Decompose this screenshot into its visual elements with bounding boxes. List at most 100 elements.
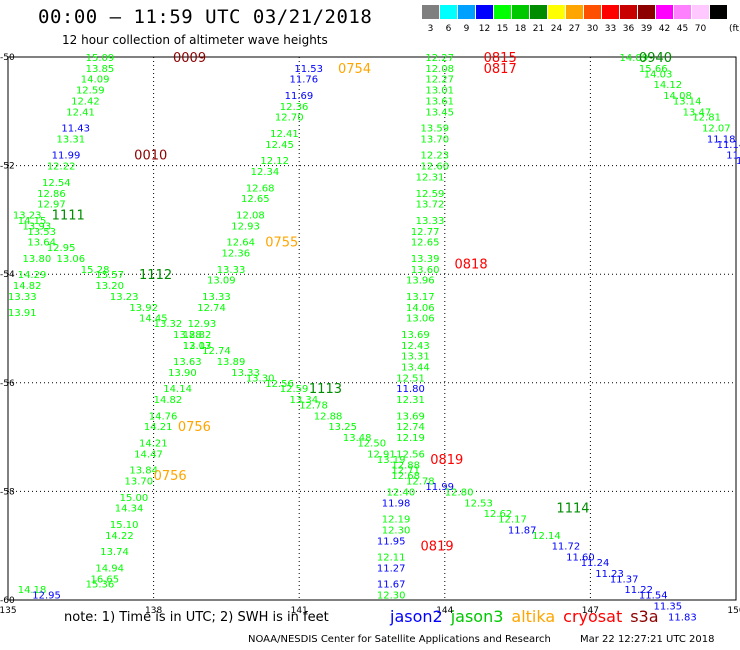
wave-height-label: 12.27 [425, 75, 454, 86]
wave-height-label: 11.14 [717, 140, 740, 151]
wave-height-label: 11.98 [382, 498, 411, 509]
wave-height-label: 12.08 [236, 210, 265, 221]
map-frame [7, 56, 737, 601]
wave-height-label: 13.06 [57, 254, 86, 265]
wave-height-label: 11.40 [726, 151, 740, 162]
wave-height-label: 13.90 [168, 368, 197, 379]
wave-height-label: 11.53 [294, 64, 323, 75]
time-labels: 0009 0010 1111 1112 0754 0755 0756 0756 08150817… [52, 51, 672, 555]
scale-swatch [692, 5, 709, 19]
pass-time-label: 0940 [639, 51, 672, 66]
scale-label: 3 [427, 24, 434, 34]
scale-swatch [530, 5, 547, 19]
wave-height-label: 12.50 [357, 439, 386, 450]
wave-height-label: 13.30 [246, 373, 275, 384]
wave-height-label: 13.33 [231, 368, 260, 379]
wave-height-label: 12.74 [197, 303, 226, 314]
pass-time-label: 0755 [265, 236, 298, 251]
wave-height-label: 12.07 [702, 124, 731, 135]
page-title: 00:00 – 11:59 UTC 03/21/2018 [38, 6, 373, 28]
wave-height-label: 11.35 [653, 601, 682, 612]
wave-height-label: 12.27 [425, 53, 454, 64]
wave-height-label: 11.76 [289, 75, 318, 86]
pass-time-label: 0010 [134, 149, 167, 164]
wave-height-label: 15.10 [110, 520, 139, 531]
wave-height-label: 13.23 [110, 292, 139, 303]
wave-height-label: 12.88 [391, 460, 420, 471]
wave-height-label: 14.09 [81, 75, 110, 86]
wave-height-label: 12.78 [299, 401, 328, 412]
scale-label: 30 [586, 24, 599, 34]
scale-swatch [548, 5, 565, 19]
wave-height-label: 14.18 [18, 585, 47, 596]
wave-height-label: 12.65 [241, 194, 270, 205]
footer-note: note: 1) Time is in UTC; 2) SWH is in fe… [64, 610, 329, 625]
wave-height-label: 11.37 [610, 574, 639, 585]
pass-time-label: 0815 [484, 51, 517, 66]
wave-height-label: 14.76 [149, 411, 178, 422]
scale-unit: (ft) [729, 24, 740, 34]
scale-label: 42 [658, 24, 671, 34]
wave-height-label: 12.17 [498, 515, 527, 526]
wave-height-label: 12.74 [396, 422, 425, 433]
wave-height-label: 12.41 [270, 129, 299, 140]
wave-height-label: 12.74 [202, 346, 231, 357]
scale-swatch [458, 5, 475, 19]
wave-height-label: 13.34 [289, 395, 318, 406]
wave-height-label: 11.27 [377, 563, 406, 574]
wave-height-label: 13.01 [425, 86, 454, 97]
scale-label: 21 [532, 24, 545, 34]
wave-height-label: 13.91 [8, 308, 37, 319]
wave-height-label: 11.75 [736, 156, 740, 167]
wave-height-label: 12.30 [377, 591, 406, 602]
scale-label: 27 [568, 24, 581, 34]
wave-height-label: 12.97 [37, 200, 66, 211]
legend-item-jason3: jason3 [450, 607, 504, 626]
scale-swatch [440, 5, 457, 19]
wave-height-label: 12.93 [188, 319, 217, 330]
pass-time-label: 1111 [52, 208, 85, 223]
wave-height-label: 12.59 [76, 86, 105, 97]
wave-height-label: 15.66 [639, 64, 668, 75]
pass-time-label: 1114 [556, 502, 589, 517]
wave-height-label: 12.22 [47, 162, 76, 173]
wave-height-label: 14.29 [18, 270, 47, 281]
wave-height-label: 14.12 [653, 80, 682, 91]
wave-height-label: 14.34 [115, 504, 144, 515]
wave-height-label: 14.08 [663, 91, 692, 102]
wave-height-label: 12.71 [391, 466, 420, 477]
scale-label: 9 [463, 24, 470, 34]
wave-height-label: 13.31 [401, 352, 430, 363]
wave-height-label: 12.95 [32, 591, 61, 602]
lat-label: -54 [0, 270, 15, 280]
scale-swatch [674, 5, 691, 19]
pass-time-label: 1112 [139, 268, 172, 283]
wave-height-label: 12.86 [37, 189, 66, 200]
wave-height-label: 14.82 [13, 281, 42, 292]
wave-height-label: 14.06 [406, 303, 435, 314]
wave-height-label: 13.88 [173, 330, 202, 341]
wave-height-label: 12.31 [396, 395, 425, 406]
wave-height-label: 13.33 [8, 292, 37, 303]
wave-height-label: 11.54 [639, 591, 668, 602]
wave-height-label: 11.99 [425, 482, 454, 493]
wave-height-label: 13.47 [683, 107, 712, 118]
wave-height-label: 12.34 [251, 167, 280, 178]
legend-item-s3a: s3a [630, 607, 659, 626]
track-altika-diag: 11.5311.7611.6912.3612.7012.4112.4512.12… [18, 64, 323, 602]
track-jason3-desc: 13.2013.2313.9214.4513.3213.8813.1713.89… [95, 281, 696, 623]
wave-height-label: 12.31 [416, 172, 445, 183]
lat-lon-grid [7, 56, 737, 601]
wave-height-label: 12.45 [265, 140, 294, 151]
wave-height-label: 11.69 [285, 91, 314, 102]
lon-label: 135 [0, 606, 17, 616]
wave-height-label: 13.31 [57, 134, 86, 145]
wave-height-label: 12.68 [391, 471, 420, 482]
wave-height-label: 13.32 [154, 319, 183, 330]
wave-height-label: 14.03 [644, 69, 673, 80]
scale-swatch [710, 5, 727, 19]
wave-height-label: 11.87 [508, 525, 537, 536]
scale-swatch [476, 5, 493, 19]
wave-height-label: 13.69 [401, 330, 430, 341]
wave-height-label: 14.82 [154, 395, 183, 406]
